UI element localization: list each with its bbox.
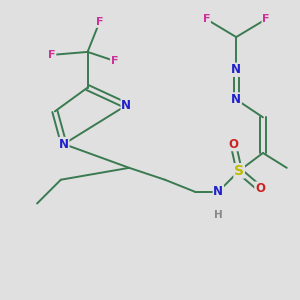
Text: N: N (231, 63, 241, 76)
Text: F: F (203, 14, 210, 24)
Text: N: N (121, 99, 131, 112)
Text: F: F (96, 17, 103, 27)
Text: O: O (228, 138, 238, 151)
Text: F: F (262, 14, 270, 24)
Text: N: N (231, 93, 241, 106)
Text: N: N (213, 185, 224, 198)
Text: O: O (255, 182, 265, 195)
Text: F: F (48, 50, 56, 60)
Text: S: S (234, 164, 244, 178)
Text: F: F (111, 56, 118, 66)
Text: N: N (59, 138, 69, 151)
Text: H: H (214, 210, 223, 220)
